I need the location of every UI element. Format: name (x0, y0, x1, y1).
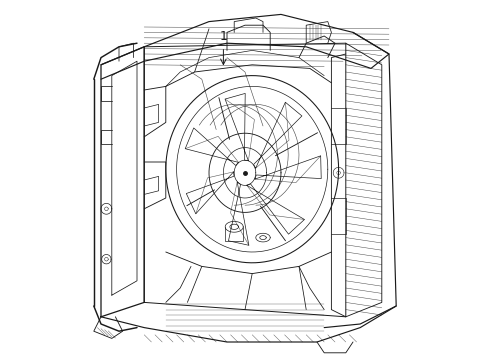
Text: 1: 1 (220, 30, 227, 43)
